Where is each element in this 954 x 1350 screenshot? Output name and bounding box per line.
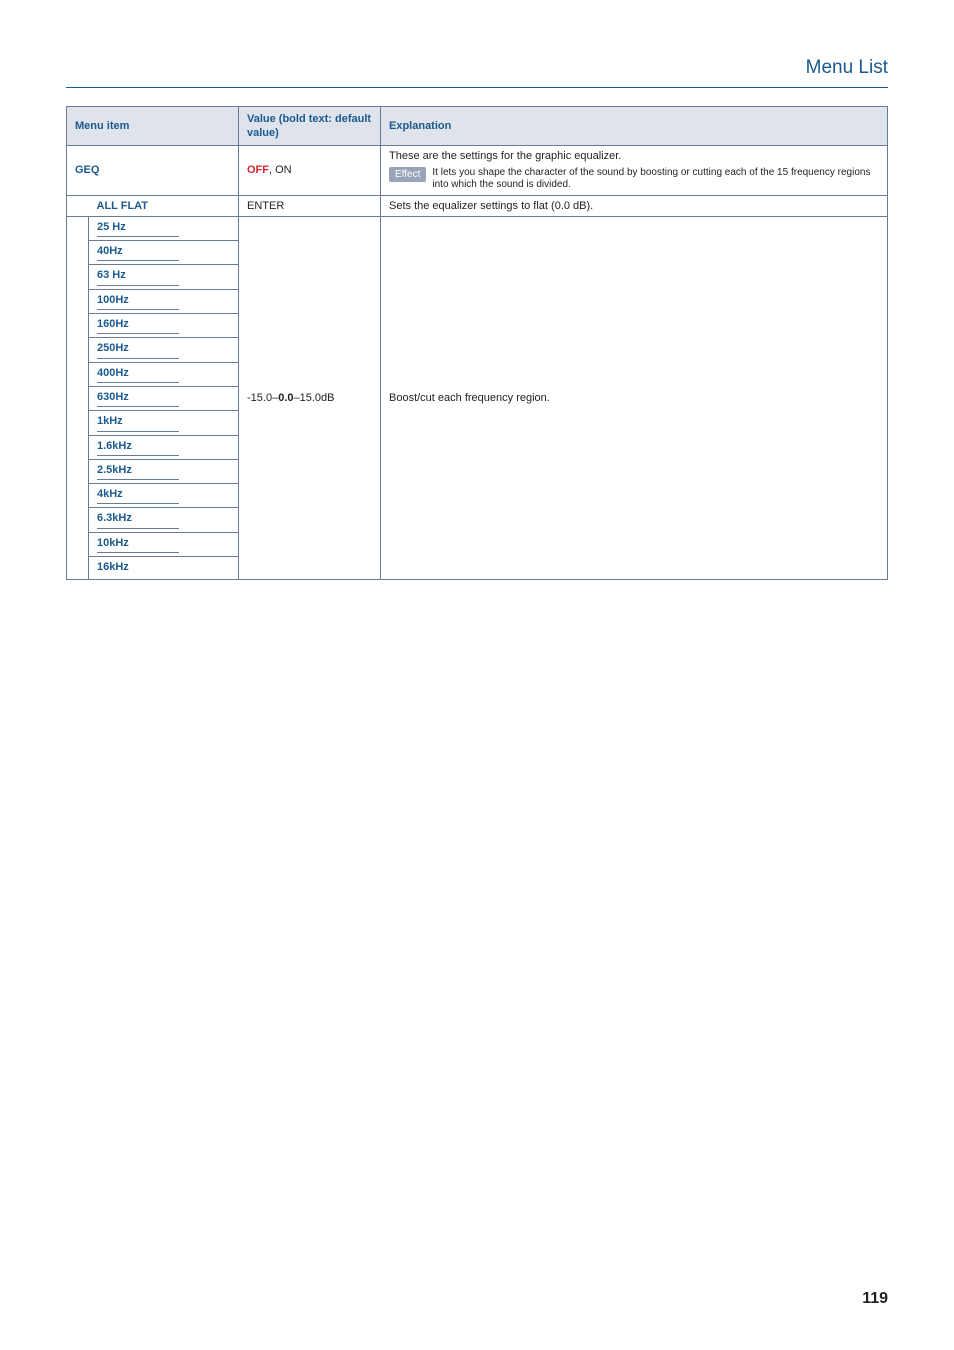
geq-explanation: These are the settings for the graphic e… <box>381 146 888 195</box>
band-label-cell: 100Hz <box>89 289 239 313</box>
geq-value: OFF, ON <box>239 146 381 195</box>
geq-effect-row: Effect It lets you shape the character o… <box>389 167 879 192</box>
effect-badge: Effect <box>389 167 426 182</box>
band-label-cell: 6.3kHz <box>89 508 239 532</box>
indent-cell <box>67 216 89 579</box>
all-flat-label: ALL FLAT <box>97 200 149 212</box>
band-label-cell: 63 Hz <box>89 265 239 289</box>
band-label-cell: 40Hz <box>89 241 239 265</box>
geq-value-on: ON <box>275 164 292 176</box>
band-label: 1kHz <box>97 414 179 431</box>
indent-cell <box>67 195 89 216</box>
band-label-cell: 400Hz <box>89 362 239 386</box>
page-title: Menu List <box>66 56 888 88</box>
all-flat-label-cell: ALL FLAT <box>89 195 239 216</box>
band-label: 25 Hz <box>97 220 179 237</box>
band-label-cell: 16kHz <box>89 557 239 580</box>
band-label: 630Hz <box>97 390 179 407</box>
band-label-cell: 2.5kHz <box>89 459 239 483</box>
geq-label: GEQ <box>67 146 239 195</box>
geq-effect-text: It lets you shape the character of the s… <box>432 167 879 192</box>
row-band-0: 25 Hz -15.0–0.0–15.0dB Boost/cut each fr… <box>67 216 888 240</box>
band-label-cell: 160Hz <box>89 314 239 338</box>
row-all-flat: ALL FLAT ENTER Sets the equalizer settin… <box>67 195 888 216</box>
band-label: 4kHz <box>97 487 179 504</box>
table-header-row: Menu item Value (bold text: default valu… <box>67 106 888 146</box>
geq-explanation-line1: These are the settings for the graphic e… <box>389 149 879 163</box>
band-label: 40Hz <box>97 244 179 261</box>
th-value: Value (bold text: default value) <box>239 106 381 146</box>
bands-value: -15.0–0.0–15.0dB <box>239 216 381 579</box>
bands-explanation: Boost/cut each frequency region. <box>381 216 888 579</box>
all-flat-explanation: Sets the equalizer settings to flat (0.0… <box>381 195 888 216</box>
band-label: 10kHz <box>97 536 179 553</box>
page-number: 119 <box>862 1289 888 1310</box>
band-label: 250Hz <box>97 341 179 358</box>
band-label-cell: 25 Hz <box>89 216 239 240</box>
geq-value-off: OFF <box>247 164 269 176</box>
bands-value-pre: -15.0– <box>247 392 278 404</box>
band-label: 6.3kHz <box>97 511 179 528</box>
page: Menu List Menu item Value (bold text: de… <box>0 0 954 1350</box>
row-geq: GEQ OFF, ON These are the settings for t… <box>67 146 888 195</box>
band-label: 16kHz <box>97 560 179 576</box>
bands-value-default: 0.0 <box>278 392 293 404</box>
band-label: 2.5kHz <box>97 463 179 480</box>
bands-value-post: –15.0dB <box>294 392 335 404</box>
band-label-cell: 10kHz <box>89 532 239 556</box>
menu-table: Menu item Value (bold text: default valu… <box>66 106 888 581</box>
th-menu-item: Menu item <box>67 106 239 146</box>
band-label-cell: 1kHz <box>89 411 239 435</box>
band-label-cell: 250Hz <box>89 338 239 362</box>
band-label-cell: 4kHz <box>89 484 239 508</box>
th-explanation: Explanation <box>381 106 888 146</box>
band-label: 160Hz <box>97 317 179 334</box>
band-label: 63 Hz <box>97 268 179 285</box>
band-label: 100Hz <box>97 293 179 310</box>
band-label: 1.6kHz <box>97 439 179 456</box>
band-label-cell: 630Hz <box>89 386 239 410</box>
band-label: 400Hz <box>97 366 179 383</box>
band-label-cell: 1.6kHz <box>89 435 239 459</box>
all-flat-value: ENTER <box>239 195 381 216</box>
